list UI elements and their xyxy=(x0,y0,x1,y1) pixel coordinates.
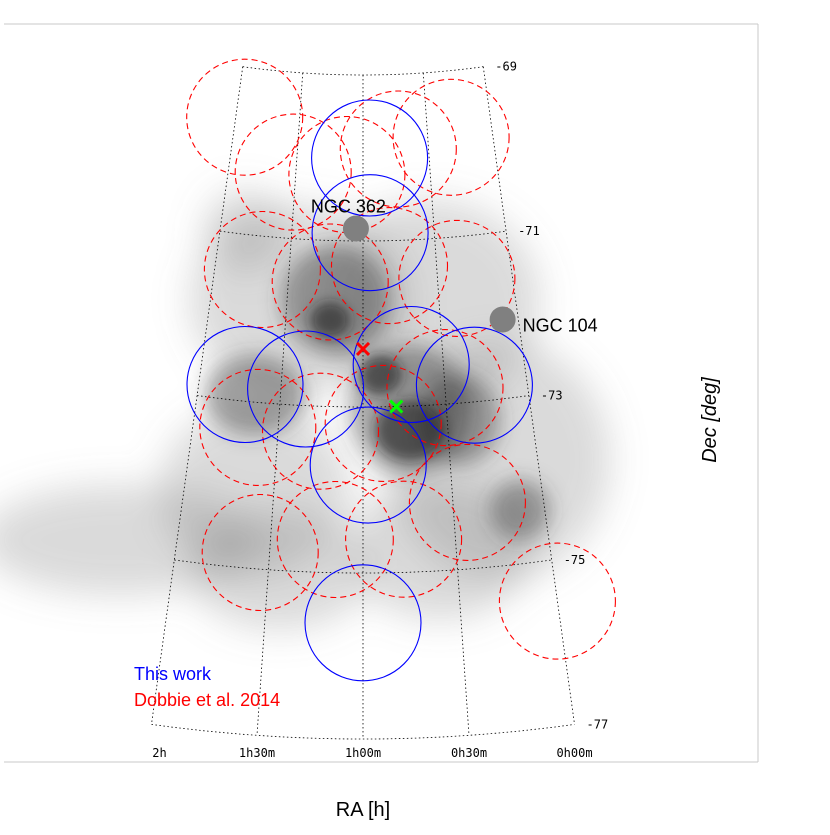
dobbie-field-circle xyxy=(330,207,449,325)
cluster-dot xyxy=(342,215,369,242)
dobbie-field-circle xyxy=(276,480,394,599)
dobbie-field-circle xyxy=(498,542,616,660)
dobbie-field-circle xyxy=(324,364,442,482)
dobbie-field-circle xyxy=(392,78,510,196)
grid-parallel xyxy=(197,395,529,408)
y-tick-label: -69 xyxy=(495,60,517,74)
grid-meridian xyxy=(482,66,575,725)
x-tick-label: 0h30m xyxy=(451,746,487,760)
x-tick-label: 0h00m xyxy=(556,746,592,760)
cluster-dot xyxy=(489,306,516,333)
dobbie-field-circle xyxy=(199,368,317,486)
x-tick-labels: 2h 1h30m 1h00m 0h30m 0h00m xyxy=(152,746,592,760)
this-work-fields-layer xyxy=(186,99,533,682)
red-cross-marker xyxy=(355,341,371,356)
dobbie-field-circle xyxy=(345,480,463,598)
this-work-field-circle xyxy=(415,326,533,444)
legend-entry-dobbie: Dobbie et al. 2014 xyxy=(134,690,280,710)
dobbie-field-circle xyxy=(386,329,504,447)
y-tick-label: -73 xyxy=(541,389,563,403)
dobbie-field-circle xyxy=(261,372,380,490)
this-work-field-circle xyxy=(309,406,427,524)
dobbie-field-circle xyxy=(203,210,321,329)
dobbie-field-circle xyxy=(339,90,457,208)
y-tick-label: -75 xyxy=(564,553,586,567)
y-tick-labels: -69 -71 -73 -75 -77 xyxy=(495,60,608,732)
y-axis-label: Dec [deg] xyxy=(699,377,721,463)
this-work-field-circle xyxy=(311,174,429,292)
dobbie-fields-layer xyxy=(186,58,616,660)
green-cross-marker xyxy=(389,399,404,414)
grid-meridian xyxy=(256,72,304,736)
this-work-field-circle xyxy=(304,564,422,682)
dobbie-field-circle xyxy=(408,443,526,561)
grid-meridian xyxy=(422,72,470,736)
grid-meridian xyxy=(151,66,244,725)
dobbie-field-circle xyxy=(271,223,389,341)
grid-parallel xyxy=(174,559,552,574)
x-axis-label: RA [h] xyxy=(336,799,390,821)
dobbie-field-circle xyxy=(398,219,516,337)
clusters-layer: NGC 362 NGC 104 xyxy=(311,197,598,336)
this-work-field-circle xyxy=(186,325,304,444)
y-tick-label: -77 xyxy=(587,717,609,731)
cluster-label: NGC 104 xyxy=(523,315,598,335)
cluster-label: NGC 362 xyxy=(311,197,386,217)
x-tick-label: 2h xyxy=(152,746,166,760)
grid-parallel xyxy=(242,66,484,76)
x-tick-label: 1h30m xyxy=(239,746,275,760)
this-work-field-circle xyxy=(352,305,470,424)
dobbie-field-circle xyxy=(234,113,352,231)
legend: This work Dobbie et al. 2014 xyxy=(134,664,280,710)
dobbie-field-circle xyxy=(201,493,319,612)
this-work-field-circle xyxy=(311,99,429,217)
markers-layer xyxy=(355,341,404,414)
y-tick-label: -71 xyxy=(518,224,540,238)
this-work-field-circle xyxy=(247,330,365,448)
x-tick-label: 1h00m xyxy=(345,746,381,760)
coordinate-grid xyxy=(151,66,575,740)
dobbie-field-circle xyxy=(186,58,304,176)
legend-entry-this-work: This work xyxy=(134,664,212,684)
grid-parallel xyxy=(151,724,575,740)
